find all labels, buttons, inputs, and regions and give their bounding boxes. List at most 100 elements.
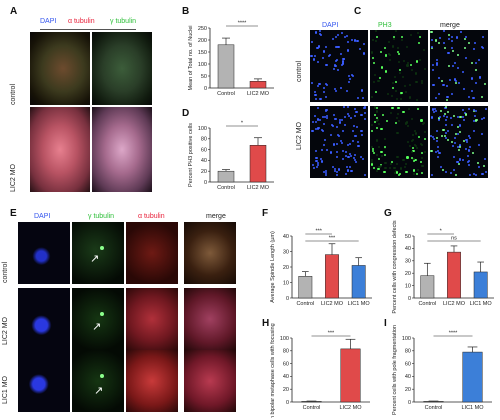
nucleus-dot xyxy=(370,159,374,162)
nucleus-dot xyxy=(395,170,398,173)
nucleus-dot xyxy=(472,151,475,154)
bar-control xyxy=(301,401,322,403)
y-axis-label: Mean of Total no. of Nuclei xyxy=(188,25,194,90)
nucleus-dot xyxy=(418,58,421,61)
nucleus-dot xyxy=(436,156,439,159)
nucleus-dot xyxy=(356,126,359,129)
nucleus-dot xyxy=(371,38,374,41)
nucleus-dot xyxy=(311,163,315,166)
nucleus-dot xyxy=(397,60,400,63)
nucleus-dot xyxy=(313,167,316,170)
nucleus-dot xyxy=(475,174,478,177)
nucleus-dot xyxy=(359,155,362,158)
nucleus-dot xyxy=(467,42,470,45)
nucleus-dot xyxy=(345,154,348,158)
nucleus-dot xyxy=(375,169,378,172)
y-tick-label: 100 xyxy=(198,62,207,68)
nucleus-dot xyxy=(469,174,472,177)
nucleus-dot xyxy=(371,96,374,99)
nucleus-dot xyxy=(405,121,408,124)
nucleus-dot xyxy=(443,30,446,33)
nucleus-dot xyxy=(322,130,325,133)
bar-lic1-mo xyxy=(351,265,366,299)
nucleus-dot xyxy=(464,36,467,39)
nucleus-dot xyxy=(326,114,329,117)
nucleus-dot xyxy=(395,121,398,125)
nucleus-dot xyxy=(389,53,392,57)
nucleus-dot xyxy=(434,150,438,153)
panel-letter-e: E xyxy=(10,208,17,219)
nucleus-dot xyxy=(344,36,347,39)
nucleus-dot xyxy=(347,155,350,158)
nucleus-dot xyxy=(421,156,424,159)
nucleus-dot xyxy=(448,65,451,68)
chart-b: 0 50 100 150 200 250 Control LIC2 MO **** Mean of… xyxy=(188,21,274,97)
nucleus-dot xyxy=(432,84,435,87)
nucleus-dot xyxy=(457,145,460,149)
nucleus-dot xyxy=(315,149,318,153)
nucleus-dot xyxy=(423,49,426,52)
nucleus-dot xyxy=(444,106,447,109)
nucleus-dot xyxy=(450,36,454,39)
nucleus-dot xyxy=(405,170,408,173)
nucleus-dot xyxy=(432,137,435,141)
nucleus-dot xyxy=(333,169,336,172)
nucleus-dot xyxy=(360,133,364,136)
nucleus-dot xyxy=(339,139,343,142)
nucleus-dot xyxy=(449,172,452,175)
nucleus-dot xyxy=(341,118,344,121)
nucleus-dot xyxy=(314,93,317,97)
nucleus-dot xyxy=(310,82,313,85)
x-tick-label: LIC2 MO xyxy=(339,405,362,411)
nucleus-dot xyxy=(408,84,411,87)
nucleus-dot xyxy=(415,147,418,150)
nucleus-dot xyxy=(481,172,484,176)
nucleus-dot xyxy=(456,53,460,56)
nucleus-dot xyxy=(464,57,467,60)
y-tick-label: 30 xyxy=(283,249,289,255)
nucleus-dot xyxy=(326,116,329,119)
x-tick-label: Control xyxy=(217,91,235,97)
y-tick-label: 20 xyxy=(405,271,411,277)
nucleus-dot xyxy=(398,119,401,123)
nucleus-dot xyxy=(463,111,466,115)
nucleus-dot xyxy=(438,41,441,44)
nucleus-dot xyxy=(463,88,466,91)
nucleus-dot xyxy=(371,123,374,127)
nucleus-dot xyxy=(363,173,366,177)
nucleus-dot xyxy=(387,41,390,44)
nucleus-dot xyxy=(415,172,418,175)
nucleus-dot xyxy=(415,132,418,135)
nucleus-dot xyxy=(453,168,456,171)
chart-d: 0 20 40 60 80 100 Control LIC2 MO * Percent PH3 p… xyxy=(188,121,274,191)
y-tick-label: 0 xyxy=(286,296,289,302)
nucleus-dot xyxy=(408,144,411,147)
nucleus-dot xyxy=(430,39,433,42)
bar-lic1-mo xyxy=(473,271,488,299)
nucleus-dot xyxy=(424,137,427,141)
nucleus-dot xyxy=(450,123,453,126)
nucleus-dot xyxy=(403,60,406,63)
panel-e-image-lic1-gamma: ↗ xyxy=(72,350,124,412)
nucleus-dot xyxy=(335,46,339,49)
nucleus-dot xyxy=(383,46,386,49)
nucleus-dot xyxy=(404,84,407,87)
nucleus-dot xyxy=(375,36,378,39)
nucleus-dot xyxy=(463,38,466,41)
y-tick-label: 60 xyxy=(283,361,289,367)
y-axis-label: Percent cells with congression defects xyxy=(392,220,398,313)
panel-e-image-control-dapi xyxy=(18,222,70,284)
nucleus-dot xyxy=(445,137,448,140)
bar-control xyxy=(217,170,235,183)
nucleus-dot xyxy=(323,116,326,119)
y-tick-label: 40 xyxy=(201,158,207,164)
nucleus-dot xyxy=(420,172,423,175)
nucleus-dot xyxy=(321,116,325,119)
nucleus-dot xyxy=(412,138,415,141)
nucleus-dot xyxy=(375,107,378,110)
nucleus-dot xyxy=(357,145,360,148)
y-tick-label: 80 xyxy=(405,349,411,355)
nucleus-dot xyxy=(375,139,378,142)
nucleus-dot xyxy=(466,141,469,144)
nucleus-dot xyxy=(421,123,424,126)
